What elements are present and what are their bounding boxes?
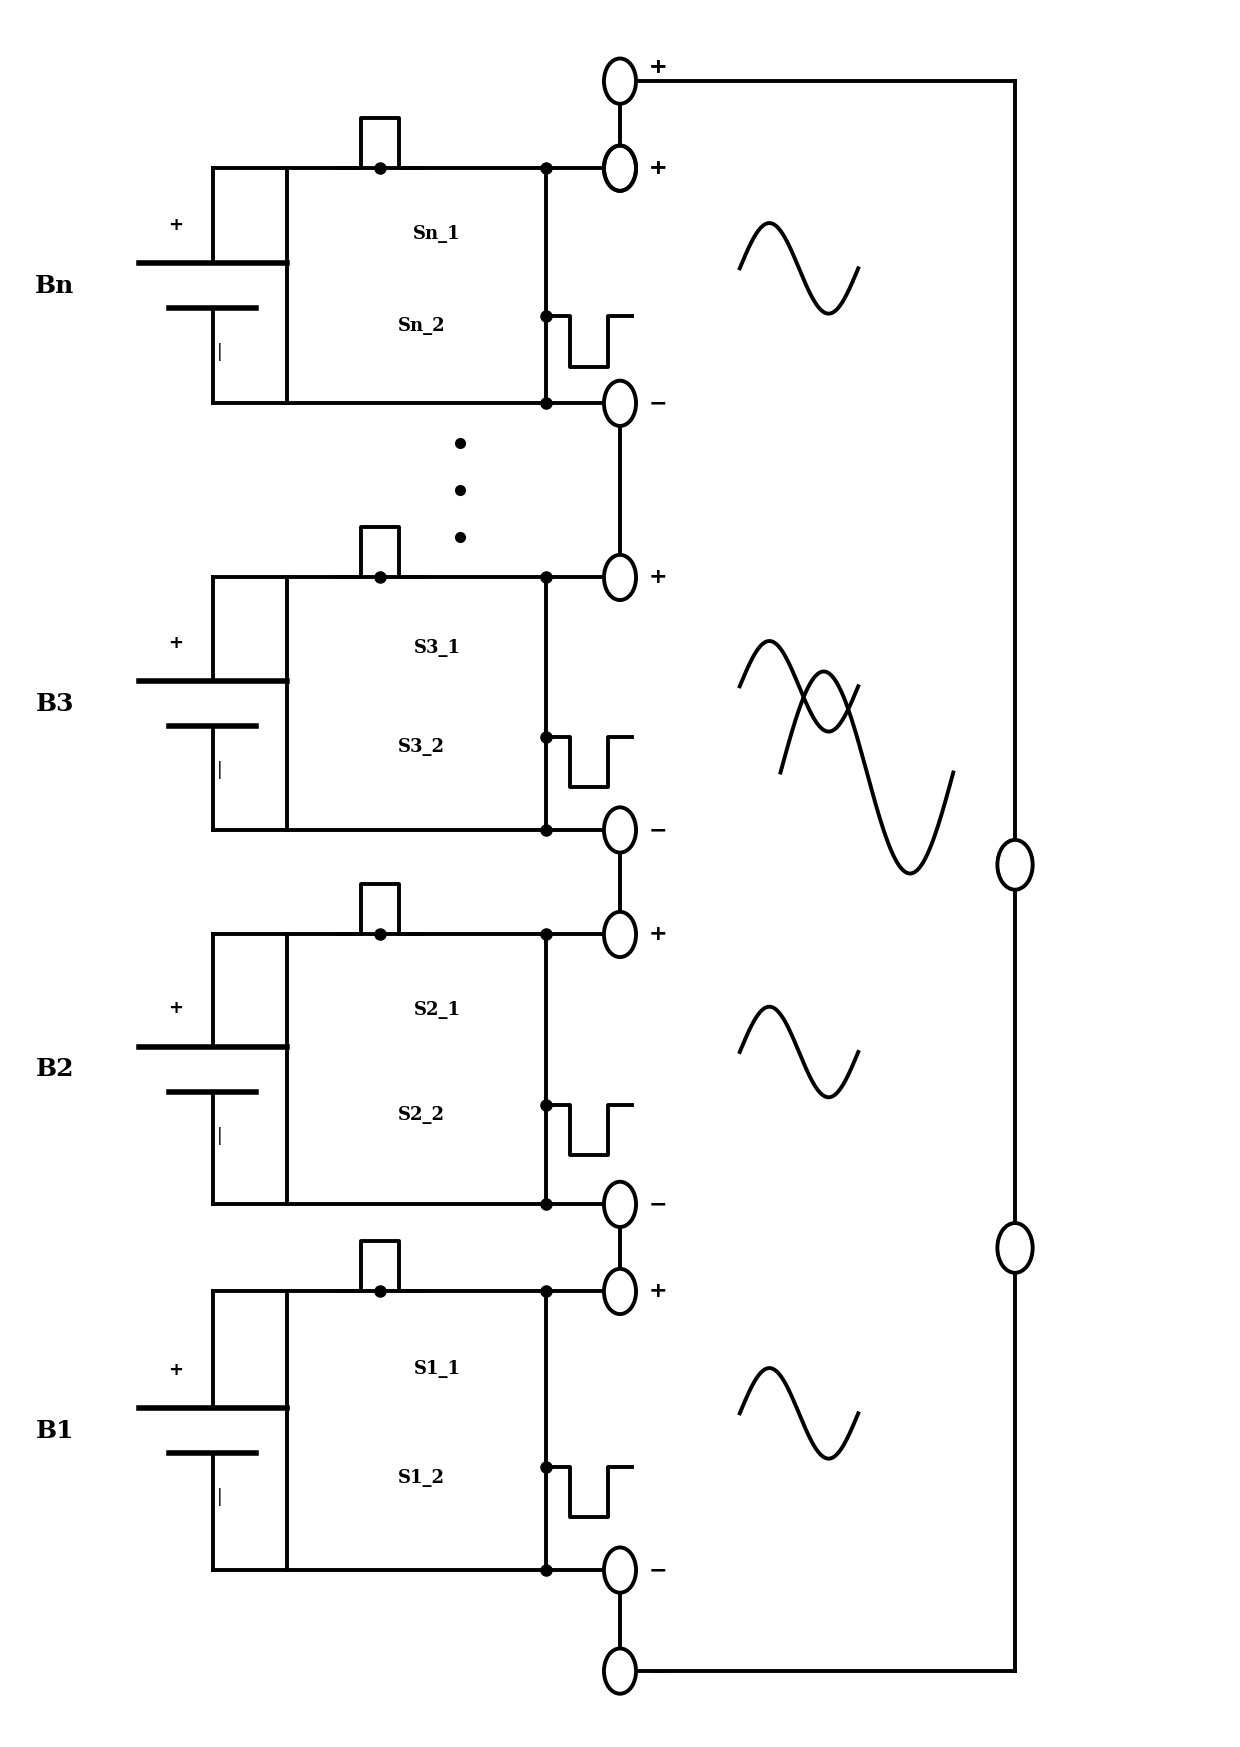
Circle shape: [604, 912, 636, 957]
Circle shape: [604, 807, 636, 853]
Text: +: +: [169, 634, 184, 652]
Text: +: +: [169, 999, 184, 1017]
Text: Sn_2: Sn_2: [398, 316, 445, 335]
Text: −: −: [649, 1195, 667, 1214]
Circle shape: [997, 1223, 1033, 1274]
Text: B1: B1: [36, 1419, 74, 1443]
Circle shape: [604, 1268, 636, 1314]
Text: +: +: [649, 568, 667, 587]
Text: −: −: [649, 819, 667, 840]
Text: S3_1: S3_1: [414, 639, 460, 657]
Text: Sn_1: Sn_1: [413, 225, 461, 243]
Text: |: |: [217, 762, 223, 779]
Text: +: +: [649, 58, 667, 77]
Text: |: |: [217, 1127, 223, 1144]
Circle shape: [604, 556, 636, 599]
Circle shape: [604, 145, 636, 190]
Text: +: +: [649, 58, 667, 77]
Text: +: +: [649, 1282, 667, 1302]
Text: +: +: [169, 1361, 184, 1378]
Text: +: +: [169, 217, 184, 234]
Text: +: +: [649, 159, 667, 178]
Text: S1_1: S1_1: [414, 1361, 460, 1378]
Text: −: −: [649, 393, 667, 414]
Text: S1_2: S1_2: [398, 1469, 445, 1487]
Circle shape: [604, 1649, 636, 1695]
Circle shape: [604, 145, 636, 190]
Text: Bn: Bn: [35, 274, 74, 297]
Text: −: −: [649, 1560, 667, 1579]
Text: B2: B2: [36, 1057, 74, 1081]
Circle shape: [604, 1181, 636, 1226]
Text: +: +: [649, 924, 667, 945]
Text: B3: B3: [36, 692, 74, 716]
Text: −: −: [649, 1661, 667, 1681]
Text: |: |: [217, 1488, 223, 1506]
Text: |: |: [217, 342, 223, 362]
Text: S2_2: S2_2: [398, 1106, 445, 1125]
Circle shape: [604, 1548, 636, 1593]
Text: S3_2: S3_2: [398, 737, 445, 756]
Circle shape: [604, 58, 636, 103]
Text: +: +: [649, 159, 667, 178]
Circle shape: [604, 381, 636, 426]
Circle shape: [997, 840, 1033, 889]
Text: S2_1: S2_1: [414, 1001, 460, 1019]
